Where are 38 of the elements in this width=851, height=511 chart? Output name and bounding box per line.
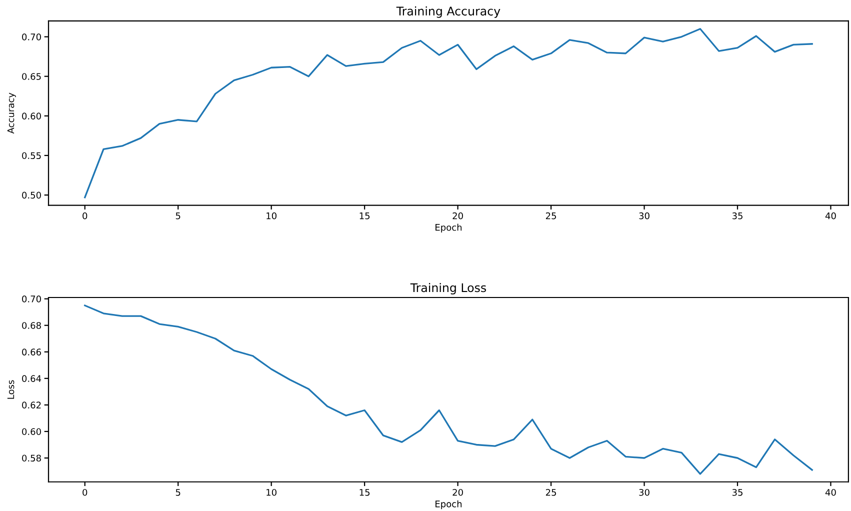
y-axis-title: Accuracy <box>7 92 16 134</box>
x-tick-label: 40 <box>825 212 836 220</box>
x-tick-label: 25 <box>546 212 556 220</box>
chart-title: Training Accuracy <box>396 6 500 18</box>
x-tick-label: 30 <box>639 212 650 220</box>
chart-title: Training Loss <box>410 282 486 294</box>
x-axis-title: Epoch <box>436 224 462 233</box>
x-tick-label: 10 <box>266 212 276 220</box>
x-tick-label: 30 <box>639 488 650 496</box>
y-tick-label: 0.58 <box>22 454 41 462</box>
y-tick-label: 0.60 <box>22 428 41 436</box>
x-tick-label: 0 <box>82 488 88 496</box>
y-tick-label: 0.70 <box>22 34 41 40</box>
y-tick-label: 0.68 <box>22 322 41 329</box>
y-tick-label: 0.70 <box>22 296 41 302</box>
x-tick-label: 40 <box>825 488 836 496</box>
x-tick-label: 15 <box>360 212 370 220</box>
x-tick-label: 5 <box>176 212 180 220</box>
y-axis-title: Loss <box>7 380 14 399</box>
y-tick-label: 0.66 <box>22 348 41 356</box>
y-tick-label: 0.64 <box>22 375 42 382</box>
line-series <box>84 28 813 198</box>
x-tick-label: 5 <box>176 489 180 496</box>
y-tick-label: 0.62 <box>22 402 41 408</box>
x-tick-label: 35 <box>732 488 742 496</box>
x-axis-title: Epoch <box>436 500 462 510</box>
x-tick-label: 25 <box>546 488 556 496</box>
x-tick-label: 10 <box>266 488 276 496</box>
y-tick-label: 0.50 <box>22 192 41 199</box>
x-tick-label: 35 <box>732 212 742 220</box>
x-tick-label: 15 <box>360 489 370 496</box>
y-tick-label: 0.65 <box>22 73 41 80</box>
y-tick-label: 0.60 <box>22 112 41 120</box>
x-tick-label: 20 <box>452 212 463 220</box>
x-tick-label: 0 <box>82 212 88 220</box>
x-tick-label: 20 <box>452 488 463 496</box>
y-tick-label: 0.55 <box>22 152 41 160</box>
line-series <box>84 304 813 475</box>
